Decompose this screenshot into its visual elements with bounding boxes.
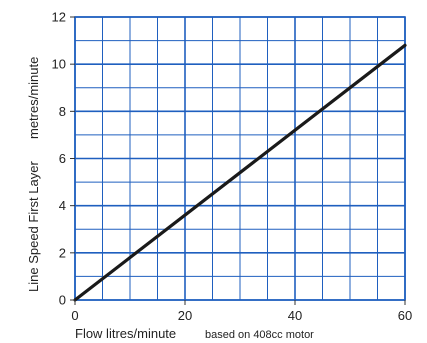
y-tick-label: 4 xyxy=(59,198,66,213)
y-axis-label: Line Speed First Layer xyxy=(26,161,41,292)
y-tick-label: 8 xyxy=(59,104,66,119)
chart-series xyxy=(73,43,407,302)
x-axis-label-note: based on 408cc motor xyxy=(205,329,314,341)
y-tick-label: 2 xyxy=(59,245,66,260)
y-axis-label-units: metres/minute xyxy=(26,57,41,139)
chart-grid xyxy=(74,16,406,301)
x-tick-label: 60 xyxy=(398,308,412,323)
chart-ticks: 0 20 40 60 0 2 4 6 8 10 12 xyxy=(52,10,413,324)
y-tick-label: 10 xyxy=(52,57,66,72)
y-tick-label: 6 xyxy=(59,151,66,166)
x-tick-label: 20 xyxy=(178,308,192,323)
x-tick-label: 0 xyxy=(71,308,78,323)
x-tick-label: 40 xyxy=(288,308,302,323)
y-tick-label: 12 xyxy=(52,10,66,25)
x-axis-label: Flow litres/minute xyxy=(75,326,176,341)
series-line xyxy=(73,43,407,302)
y-tick-label: 0 xyxy=(59,293,66,308)
